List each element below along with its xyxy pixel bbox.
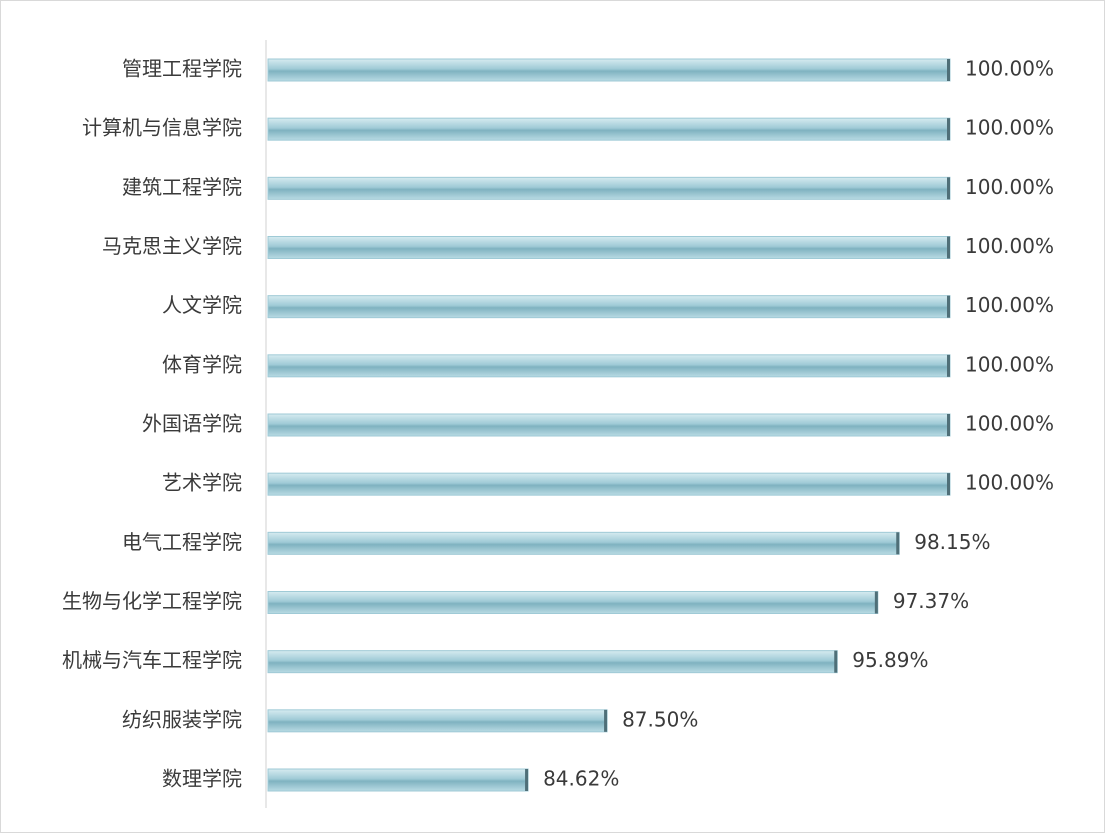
value-label: 100.00% — [965, 234, 1054, 258]
bar — [267, 295, 951, 319]
value-label: 100.00% — [965, 175, 1054, 199]
category-label: 马克思主义学院 — [102, 234, 242, 258]
category-label: 机械与汽车工程学院 — [62, 648, 242, 672]
bar — [267, 117, 951, 141]
value-label: 98.15% — [914, 530, 990, 554]
bar — [267, 236, 951, 259]
bar — [267, 472, 951, 496]
bar-cap — [947, 59, 950, 81]
value-label: 100.00% — [965, 471, 1054, 495]
bar-cap — [525, 769, 529, 791]
value-label: 95.89% — [852, 648, 928, 672]
category-label: 体育学院 — [162, 352, 242, 376]
bar-cap — [947, 295, 950, 318]
value-label: 100.00% — [965, 352, 1054, 376]
category-label: 艺术学院 — [162, 471, 242, 495]
category-label: 管理工程学院 — [122, 57, 242, 81]
bar — [267, 650, 838, 674]
bar — [267, 176, 951, 200]
bar — [267, 58, 951, 82]
bar — [267, 768, 529, 792]
value-label: 100.00% — [965, 412, 1054, 436]
category-label: 外国语学院 — [142, 412, 242, 436]
bar — [267, 413, 951, 437]
bar — [267, 531, 900, 555]
bar-cap — [947, 177, 950, 200]
value-label: 84.62% — [543, 767, 619, 791]
value-label: 100.00% — [965, 57, 1054, 81]
bar-cap — [834, 650, 838, 673]
value-label: 87.50% — [622, 707, 698, 731]
bar — [267, 354, 951, 378]
bar-cap — [947, 414, 950, 436]
category-label: 电气工程学院 — [122, 530, 242, 554]
value-label: 97.37% — [893, 589, 969, 613]
category-label: 生物与化学工程学院 — [62, 589, 242, 613]
category-label: 建筑工程学院 — [122, 175, 242, 199]
bar-cap — [947, 473, 950, 496]
bar-cap — [874, 591, 878, 614]
category-label: 人文学院 — [162, 293, 242, 317]
category-label: 计算机与信息学院 — [82, 116, 242, 140]
bar-cap — [947, 236, 950, 259]
bar — [267, 709, 608, 733]
bar-cap — [604, 709, 608, 732]
value-label: 100.00% — [965, 116, 1054, 140]
category-label: 数理学院 — [162, 767, 242, 791]
bar-cap — [947, 118, 950, 141]
bar-cap — [896, 532, 900, 555]
category-label: 纺织服装学院 — [122, 707, 242, 731]
value-label: 100.00% — [965, 293, 1054, 317]
bar — [267, 591, 879, 614]
bar-cap — [947, 354, 950, 377]
